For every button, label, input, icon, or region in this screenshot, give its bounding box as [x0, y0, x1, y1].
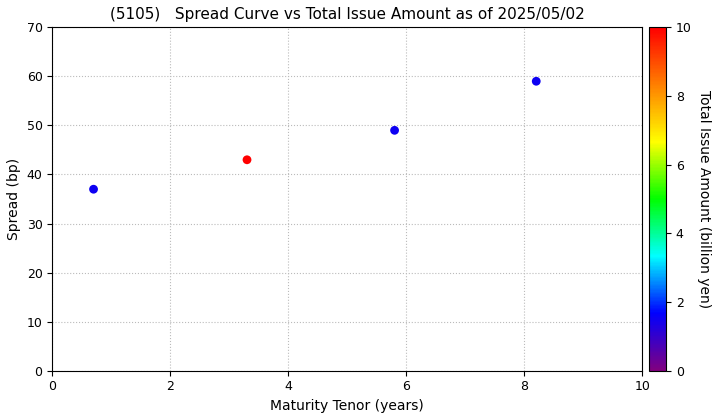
- X-axis label: Maturity Tenor (years): Maturity Tenor (years): [271, 399, 424, 413]
- Point: [241, 156, 253, 163]
- Point: [389, 127, 400, 134]
- Y-axis label: Total Issue Amount (billion yen): Total Issue Amount (billion yen): [697, 90, 711, 308]
- Point: [88, 186, 99, 193]
- Title: (5105)   Spread Curve vs Total Issue Amount as of 2025/05/02: (5105) Spread Curve vs Total Issue Amoun…: [110, 7, 585, 22]
- Y-axis label: Spread (bp): Spread (bp): [7, 158, 21, 240]
- Point: [531, 78, 542, 84]
